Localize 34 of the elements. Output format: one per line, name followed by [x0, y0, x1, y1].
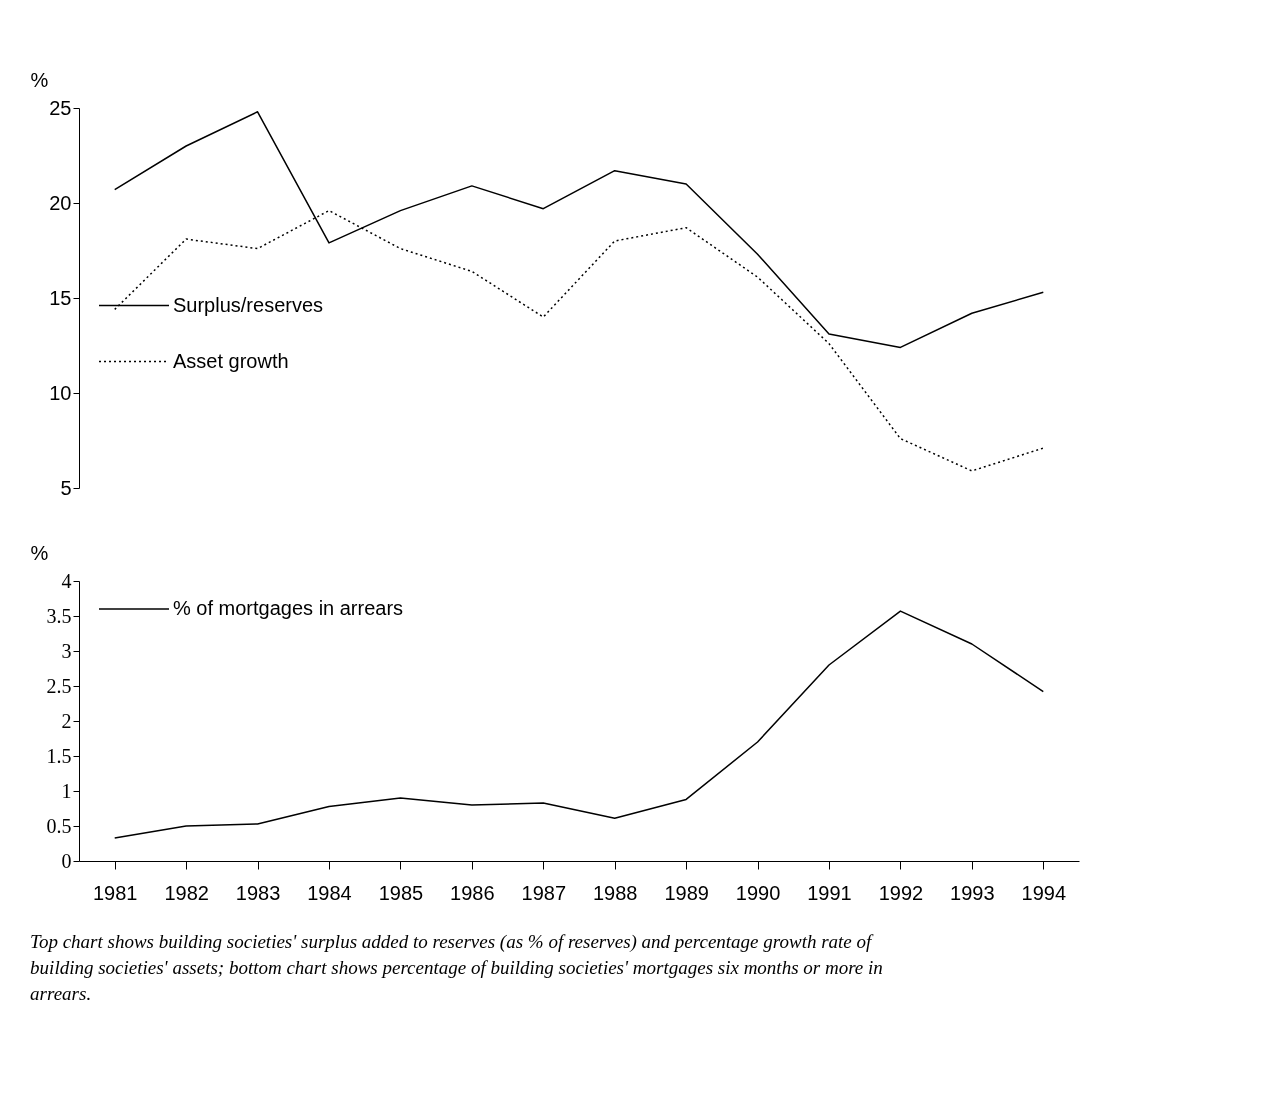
x-tick-label: 1991: [807, 881, 852, 904]
y-tick-label: 15: [49, 286, 72, 309]
y-tick-label: 1: [61, 779, 72, 802]
y-tick-label: 2: [61, 709, 72, 732]
y-tick-label: 25: [49, 96, 72, 119]
x-tick-label: 1989: [664, 881, 709, 904]
y-tick-label: 2.5: [46, 674, 72, 697]
legend-label: Asset growth: [173, 349, 289, 372]
y-tick-label: 0.5: [46, 814, 72, 837]
legend-label: Surplus/reserves: [173, 293, 324, 316]
x-tick-label: 1993: [950, 881, 995, 904]
x-tick-label: 1992: [878, 881, 924, 904]
x-tick-label: 1981: [92, 881, 138, 904]
y-tick-label: 3.5: [46, 604, 72, 627]
x-tick-label: 1983: [235, 881, 281, 904]
y-axis-title: %: [30, 541, 49, 564]
y-tick-label: 10: [49, 381, 72, 404]
y-tick-label: 0: [61, 849, 72, 872]
y-axis-title: %: [30, 68, 49, 91]
x-tick-label: 1984: [307, 881, 352, 904]
x-tick-label: 1994: [1021, 881, 1067, 904]
y-tick-label: 20: [49, 191, 72, 214]
y-tick-label: 1.5: [46, 744, 72, 767]
x-tick-label: 1985: [378, 881, 424, 904]
text: Top chart shows building societies' surplus added to reserves (as % of reserves) and percentage growth rate of building societies' assets; bottom chart shows percentage of building societies' mortgages six months or more in arrears.: [30, 931, 883, 1004]
x-tick-label: 1982: [164, 881, 209, 904]
y-tick-label: 3: [61, 639, 72, 662]
y-tick-label: 4: [61, 569, 72, 592]
legend-label: % of mortgages in arrears: [173, 597, 404, 619]
x-tick-label: 1988: [592, 881, 638, 904]
x-tick-label: 1987: [521, 881, 567, 904]
y-tick-label: 5: [60, 476, 72, 499]
x-tick-label: 1990: [735, 881, 781, 904]
x-tick-label: 1986: [450, 881, 495, 904]
